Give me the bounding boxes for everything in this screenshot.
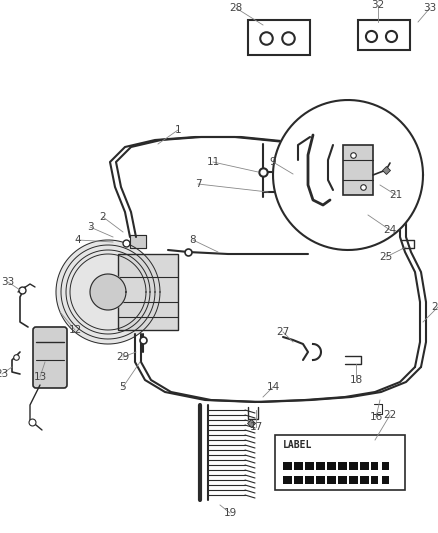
Polygon shape bbox=[273, 100, 423, 250]
Bar bbox=[382, 462, 389, 470]
Text: 17: 17 bbox=[249, 422, 263, 432]
Bar bbox=[316, 476, 325, 484]
Text: 7: 7 bbox=[194, 179, 201, 189]
Text: 9: 9 bbox=[270, 157, 276, 167]
Text: 33: 33 bbox=[1, 277, 14, 287]
Bar bbox=[305, 462, 314, 470]
Text: 14: 14 bbox=[266, 382, 279, 392]
Text: LABEL: LABEL bbox=[283, 440, 312, 450]
Bar bbox=[118, 254, 178, 330]
Bar bbox=[283, 462, 292, 470]
Bar bbox=[360, 462, 369, 470]
Bar bbox=[248, 20, 310, 55]
Bar bbox=[343, 145, 373, 195]
Bar bbox=[360, 476, 369, 484]
Bar bbox=[358, 20, 410, 50]
Text: 2: 2 bbox=[100, 212, 106, 222]
Text: 16: 16 bbox=[369, 412, 383, 422]
Bar bbox=[371, 462, 378, 470]
Text: 4: 4 bbox=[75, 235, 81, 245]
Text: 13: 13 bbox=[33, 372, 46, 382]
Polygon shape bbox=[56, 240, 160, 344]
Text: 29: 29 bbox=[117, 352, 130, 362]
Text: 26: 26 bbox=[431, 302, 438, 312]
FancyBboxPatch shape bbox=[33, 327, 67, 388]
Text: 22: 22 bbox=[383, 410, 397, 420]
Bar bbox=[316, 462, 325, 470]
Bar bbox=[382, 476, 389, 484]
Text: 25: 25 bbox=[379, 252, 392, 262]
Text: 28: 28 bbox=[230, 3, 243, 13]
Text: 19: 19 bbox=[223, 508, 237, 518]
Text: 23: 23 bbox=[0, 369, 9, 379]
Text: 33: 33 bbox=[424, 3, 437, 13]
Text: 12: 12 bbox=[68, 325, 81, 335]
Text: 3: 3 bbox=[87, 222, 93, 232]
Bar bbox=[338, 462, 347, 470]
Text: 1: 1 bbox=[175, 125, 181, 135]
Text: 11: 11 bbox=[206, 157, 219, 167]
Bar bbox=[371, 476, 378, 484]
Bar bbox=[327, 462, 336, 470]
Bar bbox=[349, 476, 358, 484]
Text: 27: 27 bbox=[276, 327, 290, 337]
Bar bbox=[338, 476, 347, 484]
Polygon shape bbox=[90, 274, 126, 310]
Text: 32: 32 bbox=[371, 0, 385, 10]
Bar bbox=[294, 462, 303, 470]
Bar bbox=[283, 476, 292, 484]
Text: 5: 5 bbox=[120, 382, 126, 392]
Bar bbox=[327, 476, 336, 484]
Text: 24: 24 bbox=[383, 225, 397, 235]
Polygon shape bbox=[130, 235, 146, 248]
Bar bbox=[349, 462, 358, 470]
Bar bbox=[294, 476, 303, 484]
Text: 18: 18 bbox=[350, 375, 363, 385]
Text: 21: 21 bbox=[389, 190, 403, 200]
Bar bbox=[275, 435, 405, 490]
Bar bbox=[305, 476, 314, 484]
Text: 8: 8 bbox=[190, 235, 196, 245]
